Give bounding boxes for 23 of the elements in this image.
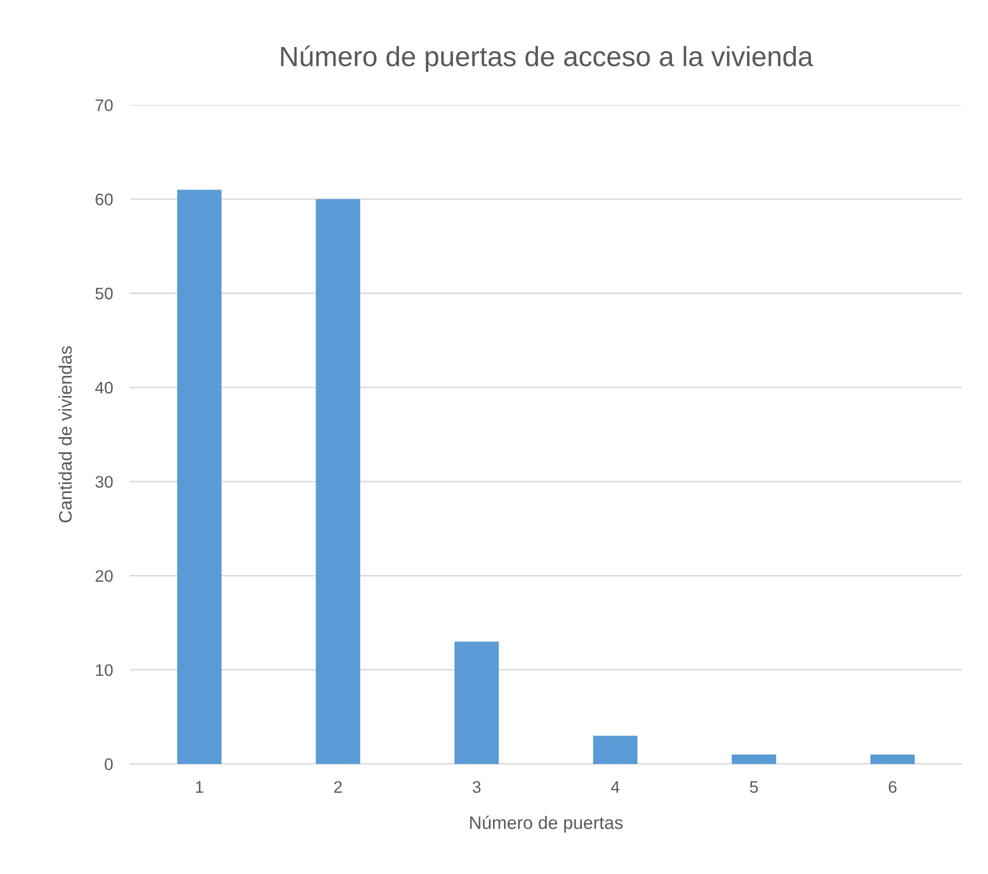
y-tick-label: 60 — [96, 194, 113, 206]
y-axis-title: Cantidad de viviendas — [58, 346, 72, 522]
x-tick-label: 3 — [472, 781, 481, 793]
bar — [732, 754, 776, 764]
x-tick-label: 4 — [611, 781, 620, 793]
x-axis-title: Número de puertas — [470, 816, 623, 833]
y-tick-label: 20 — [96, 570, 113, 582]
bar — [177, 190, 222, 764]
x-tick-label: 5 — [750, 781, 758, 793]
bar — [316, 199, 360, 764]
x-tick-label: 6 — [888, 781, 896, 793]
bar — [870, 754, 915, 764]
chart-title: Número de puertas de acceso a la vivienda — [281, 46, 814, 72]
bar — [454, 642, 499, 764]
y-tick-label: 10 — [96, 664, 113, 676]
y-tick-label: 50 — [95, 288, 113, 300]
y-tick-label: 30 — [95, 476, 113, 488]
y-tick-label: 0 — [104, 758, 113, 770]
y-tick-label: 70 — [96, 99, 113, 112]
bar — [593, 736, 638, 764]
x-tick-label: 2 — [334, 781, 342, 793]
y-tick-label: 40 — [95, 382, 113, 394]
x-tick-label: 1 — [196, 781, 204, 793]
